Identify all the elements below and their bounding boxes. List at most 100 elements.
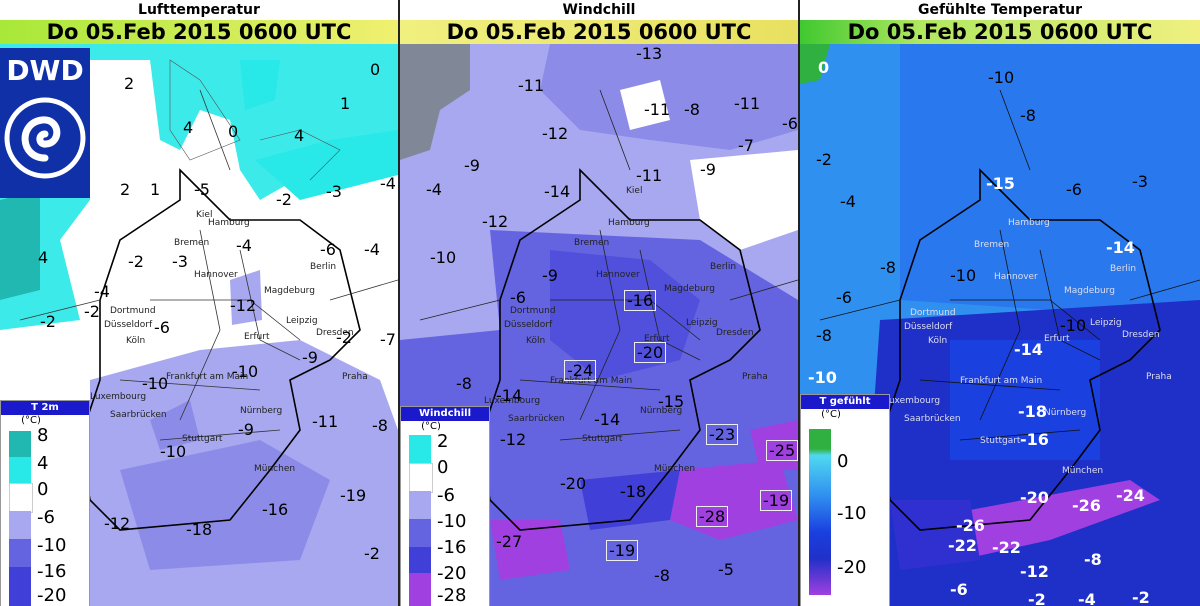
city-label: Kiel bbox=[196, 210, 213, 220]
map-value: -13 bbox=[636, 44, 663, 63]
city-label: Nürnberg bbox=[240, 406, 283, 416]
map-value: -2 bbox=[84, 302, 100, 321]
map-value: -9 bbox=[238, 420, 254, 439]
panel-title: Windchill bbox=[400, 0, 798, 21]
map-value: -8 bbox=[1020, 106, 1036, 125]
panel-title: Gefühlte Temperatur bbox=[800, 0, 1200, 21]
map-value: 2 bbox=[124, 74, 135, 93]
map-value: -8 bbox=[816, 326, 832, 345]
map-value: -8 bbox=[684, 100, 700, 119]
panel-title: Lufttemperatur bbox=[0, 0, 398, 21]
legend-tick: -20 bbox=[37, 585, 67, 606]
legend-tick: 0 bbox=[37, 479, 49, 500]
map-value: -22 bbox=[948, 536, 977, 555]
map-value: -4 bbox=[840, 192, 856, 211]
city-label: Stuttgart bbox=[582, 434, 623, 444]
map-value: -2 bbox=[364, 544, 380, 563]
map-value: -11 bbox=[636, 166, 663, 185]
map-value: -12 bbox=[230, 296, 257, 315]
map-value: -5 bbox=[194, 180, 210, 199]
map-value: -6 bbox=[154, 318, 170, 337]
city-label: Hamburg bbox=[208, 218, 250, 228]
city-label: Luxembourg bbox=[90, 392, 147, 402]
legend-tick: -16 bbox=[37, 561, 67, 582]
city-label: Bremen bbox=[174, 238, 210, 248]
map-value: -12 bbox=[500, 430, 527, 449]
city-label: Leipzig bbox=[1090, 318, 1122, 328]
map-value: -12 bbox=[482, 212, 509, 231]
map-value: -14 bbox=[544, 182, 571, 201]
city-label: Hamburg bbox=[608, 218, 650, 228]
dwd-logo-text: DWD bbox=[6, 54, 84, 87]
map-value: -12 bbox=[1020, 562, 1049, 581]
map-value: -3 bbox=[1132, 172, 1148, 191]
city-label: Dresden bbox=[1122, 330, 1160, 340]
map-value: -3 bbox=[172, 252, 188, 271]
city-label: Magdeburg bbox=[664, 284, 715, 294]
map-value: -9 bbox=[700, 160, 716, 179]
city-label: Hannover bbox=[596, 270, 640, 280]
city-label: Nürnberg bbox=[1044, 408, 1087, 418]
map-value: -19 bbox=[606, 540, 639, 561]
map-value: -4 bbox=[380, 174, 396, 193]
map-value: -2 bbox=[128, 252, 144, 271]
panel-date: Do 05.Feb 2015 0600 UTC bbox=[400, 20, 798, 44]
map-value: -8 bbox=[372, 416, 388, 435]
map-value: -4 bbox=[426, 180, 442, 199]
map-value: -2 bbox=[276, 190, 292, 209]
color-legend: T gefühlt (°C) 0 -10 -20 bbox=[800, 394, 890, 606]
map-value: -10 bbox=[160, 442, 187, 461]
map-value: -6 bbox=[1066, 180, 1082, 199]
map-value: -9 bbox=[464, 156, 480, 175]
legend-swatch bbox=[9, 539, 31, 567]
city-label: Leipzig bbox=[686, 318, 718, 328]
city-label: Düsseldorf bbox=[504, 320, 553, 330]
map-value: -6 bbox=[836, 288, 852, 307]
map-value: -10 bbox=[142, 374, 169, 393]
map-value: -5 bbox=[718, 560, 734, 579]
legend-swatch bbox=[9, 431, 31, 457]
city-label: Berlin bbox=[1110, 264, 1137, 274]
city-label: Stuttgart bbox=[182, 434, 223, 444]
map-value: -18 bbox=[1018, 402, 1047, 421]
panel-header: Windchill Do 05.Feb 2015 0600 UTC bbox=[400, 0, 798, 44]
legend-tick: -20 bbox=[437, 563, 467, 584]
dwd-swirl-icon bbox=[4, 97, 86, 179]
city-label: Düsseldorf bbox=[904, 322, 953, 332]
city-label: Frankfurt am Main bbox=[166, 372, 249, 382]
legend-swatch bbox=[409, 435, 431, 463]
map-value: -16 bbox=[624, 290, 657, 311]
city-label: Saarbrücken bbox=[904, 414, 961, 424]
map-value: -2 bbox=[1028, 590, 1046, 606]
legend-unit: (°C) bbox=[821, 409, 841, 420]
legend-tick: -6 bbox=[37, 507, 55, 528]
map-value: -10 bbox=[950, 266, 977, 285]
legend-tick: -6 bbox=[437, 485, 455, 506]
city-label: Leipzig bbox=[286, 316, 318, 326]
map-value: -2 bbox=[40, 312, 56, 331]
map-value: 0 bbox=[228, 122, 239, 141]
color-legend: T 2m (°C) 8 4 0 -6 -10 -16 -20 bbox=[0, 400, 90, 606]
map-value: 4 bbox=[294, 126, 305, 145]
map-value: -4 bbox=[364, 240, 380, 259]
city-label: Erfurt bbox=[1044, 334, 1070, 344]
legend-title: T 2m bbox=[1, 401, 89, 415]
map-value: -16 bbox=[262, 500, 289, 519]
map-value: -19 bbox=[340, 486, 367, 505]
city-label: Kiel bbox=[626, 186, 643, 196]
map-value: 4 bbox=[183, 118, 194, 137]
map-value: -7 bbox=[380, 330, 396, 349]
legend-tick: 0 bbox=[437, 457, 449, 478]
city-label: Berlin bbox=[310, 262, 337, 272]
city-label: München bbox=[254, 464, 296, 474]
city-label: München bbox=[654, 464, 696, 474]
map-value: -23 bbox=[706, 424, 739, 445]
map-value: -12 bbox=[104, 514, 131, 533]
color-legend: Windchill (°C) 2 0 -6 -10 -16 -20 -28 bbox=[400, 406, 490, 606]
panel-header: Lufttemperatur Do 05.Feb 2015 0600 UTC bbox=[0, 0, 398, 44]
city-label: Magdeburg bbox=[1064, 286, 1115, 296]
legend-title: Windchill bbox=[401, 407, 489, 421]
legend-swatch bbox=[409, 463, 433, 493]
panel-air-temperature: Lufttemperatur Do 05.Feb 2015 0600 UTC bbox=[0, 0, 400, 606]
